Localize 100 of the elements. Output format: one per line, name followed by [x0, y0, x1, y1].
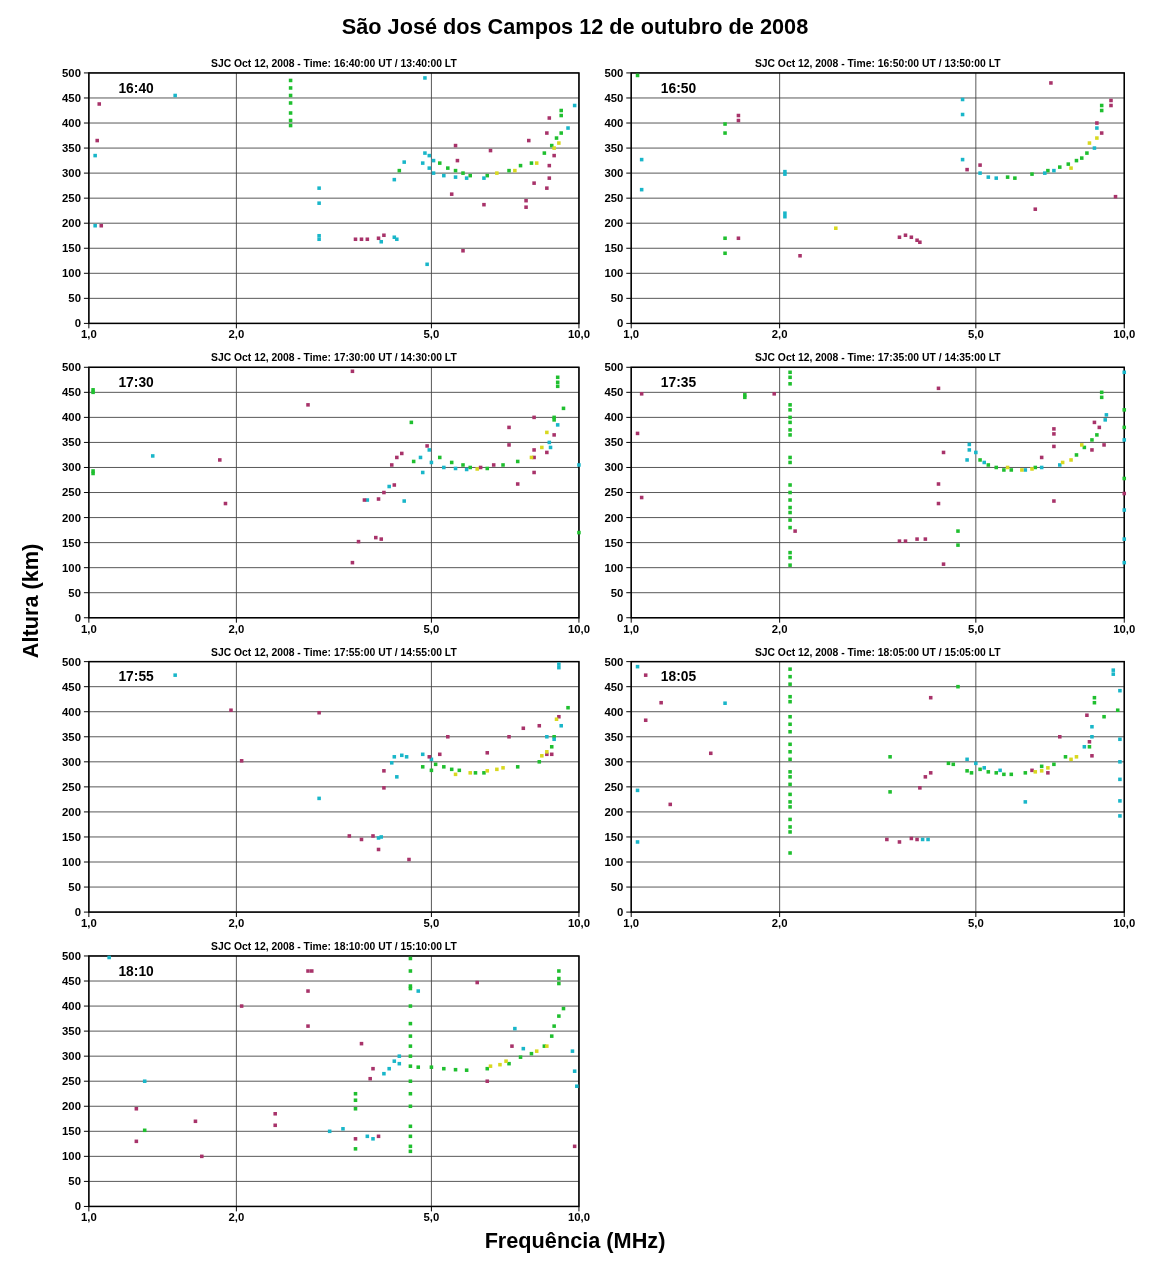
y-tick-label: 300 [604, 461, 624, 474]
y-tick-label: 200 [62, 217, 81, 230]
y-tick-label: 200 [604, 217, 624, 230]
y-tick-label: 150 [62, 242, 81, 255]
y-tick-label: 250 [604, 486, 624, 499]
x-tick-label: 1,0 [80, 1211, 97, 1224]
y-tick-label: 450 [62, 680, 81, 693]
y-tick-label: 0 [617, 317, 624, 330]
x-tick-label: 2,0 [228, 916, 245, 929]
y-tick-label: 100 [62, 855, 81, 868]
y-tick-label: 450 [604, 91, 624, 104]
y-tick-label: 400 [604, 117, 624, 129]
y-tick-label: 350 [62, 1025, 81, 1038]
x-tick-label: 1,0 [623, 916, 640, 929]
y-tick-label: 300 [604, 755, 624, 768]
y-tick-label: 150 [604, 830, 624, 843]
y-tick-label: 50 [610, 292, 624, 305]
y-tick-label: 200 [62, 805, 81, 818]
y-tick-label: 0 [74, 611, 81, 624]
x-tick-label: 10,0 [1113, 622, 1136, 635]
x-tick-label: 2,0 [771, 916, 788, 929]
x-tick-label: 10,0 [567, 1211, 590, 1224]
x-axis-title: Frequência (MHz) [484, 1228, 666, 1254]
y-tick-label: 150 [62, 536, 81, 549]
y-tick-label: 300 [62, 461, 81, 474]
annotation: 18:05 [660, 669, 697, 685]
y-tick-label: 100 [62, 1150, 81, 1163]
y-tick-label: 400 [604, 411, 624, 424]
annotation: 17:35 [660, 375, 697, 391]
x-tick-label: 2,0 [771, 622, 788, 635]
y-tick-label: 200 [62, 1100, 81, 1113]
y-tick-label: 0 [74, 317, 81, 330]
y-tick-label: 100 [62, 561, 81, 574]
x-tick-label: 10,0 [1113, 916, 1136, 929]
y-tick-label: 150 [62, 830, 81, 843]
y-tick-label: 250 [62, 780, 81, 793]
y-tick-label: 500 [62, 655, 81, 668]
x-tick-label: 2,0 [771, 328, 788, 341]
y-tick-label: 500 [604, 361, 624, 374]
x-tick-label: 10,0 [1113, 328, 1136, 341]
x-tick-label: 5,0 [967, 622, 984, 635]
y-tick-label: 100 [604, 267, 624, 280]
y-tick-label: 350 [604, 142, 624, 155]
y-tick-label: 0 [617, 611, 624, 624]
chart-subtitle: SJC Oct 12, 2008 - Time: 18:10:00 UT / 15:10:00 LT [211, 941, 458, 953]
annotation: 16:50 [660, 80, 697, 96]
y-tick-label: 350 [62, 730, 81, 743]
y-tick-label: 100 [604, 561, 624, 574]
chart-subtitle: SJC Oct 12, 2008 - Time: 17:35:00 UT / 14:35:00 LT [754, 352, 1002, 364]
y-tick-label: 400 [62, 1000, 81, 1013]
y-tick-label: 50 [610, 586, 624, 599]
x-tick-label: 5,0 [423, 916, 440, 929]
y-tick-label: 250 [604, 192, 624, 205]
y-tick-label: 100 [62, 267, 81, 280]
y-tick-label: 0 [74, 1200, 81, 1213]
y-tick-label: 0 [74, 906, 81, 919]
y-tick-label: 400 [62, 411, 81, 424]
y-tick-label: 350 [62, 142, 81, 155]
y-tick-label: 150 [62, 1125, 81, 1138]
y-tick-label: 50 [68, 1175, 81, 1188]
y-tick-label: 50 [68, 881, 81, 894]
y-tick-label: 250 [62, 486, 81, 499]
y-tick-label: 50 [68, 292, 81, 305]
x-tick-label: 5,0 [423, 622, 440, 635]
chart-subtitle: SJC Oct 12, 2008 - Time: 17:30:00 UT / 14:30:00 LT [211, 352, 458, 364]
x-tick-label: 5,0 [967, 328, 984, 341]
y-tick-label: 400 [62, 117, 81, 129]
y-tick-label: 200 [604, 805, 624, 818]
y-tick-label: 250 [604, 780, 624, 793]
y-tick-label: 350 [604, 436, 624, 449]
y-tick-label: 0 [617, 906, 624, 919]
annotation: 17:30 [118, 375, 155, 391]
x-tick-label: 2,0 [228, 622, 245, 635]
y-tick-label: 500 [62, 949, 81, 962]
y-tick-label: 300 [62, 755, 81, 768]
y-tick-label: 250 [62, 1075, 81, 1088]
chart-subtitle: SJC Oct 12, 2008 - Time: 16:40:00 UT / 13:40:00 LT [211, 58, 458, 70]
y-tick-label: 500 [604, 66, 624, 79]
y-tick-label: 300 [62, 1050, 81, 1063]
y-tick-label: 450 [604, 386, 624, 399]
y-tick-label: 500 [604, 655, 624, 668]
y-tick-label: 300 [62, 167, 81, 180]
x-tick-label: 5,0 [423, 328, 440, 341]
y-axis-title: Altura (km) [17, 543, 43, 659]
y-tick-label: 400 [62, 705, 81, 718]
x-tick-label: 10,0 [567, 916, 590, 929]
x-tick-label: 1,0 [623, 622, 640, 635]
y-tick-label: 500 [62, 361, 81, 374]
chart-title: São José dos Campos 12 de outubro de 2008 [341, 14, 809, 40]
y-tick-label: 200 [604, 511, 624, 524]
chart-subtitle: SJC Oct 12, 2008 - Time: 17:55:00 UT / 14:55:00 LT [211, 646, 458, 658]
y-tick-label: 150 [604, 242, 624, 255]
y-tick-label: 450 [62, 91, 81, 104]
x-tick-label: 1,0 [80, 916, 97, 929]
x-tick-label: 5,0 [423, 1211, 440, 1224]
y-tick-label: 50 [68, 586, 81, 599]
x-tick-label: 1,0 [623, 328, 640, 341]
x-tick-label: 10,0 [567, 622, 590, 635]
y-tick-label: 150 [604, 536, 624, 549]
x-tick-label: 2,0 [228, 1211, 245, 1224]
